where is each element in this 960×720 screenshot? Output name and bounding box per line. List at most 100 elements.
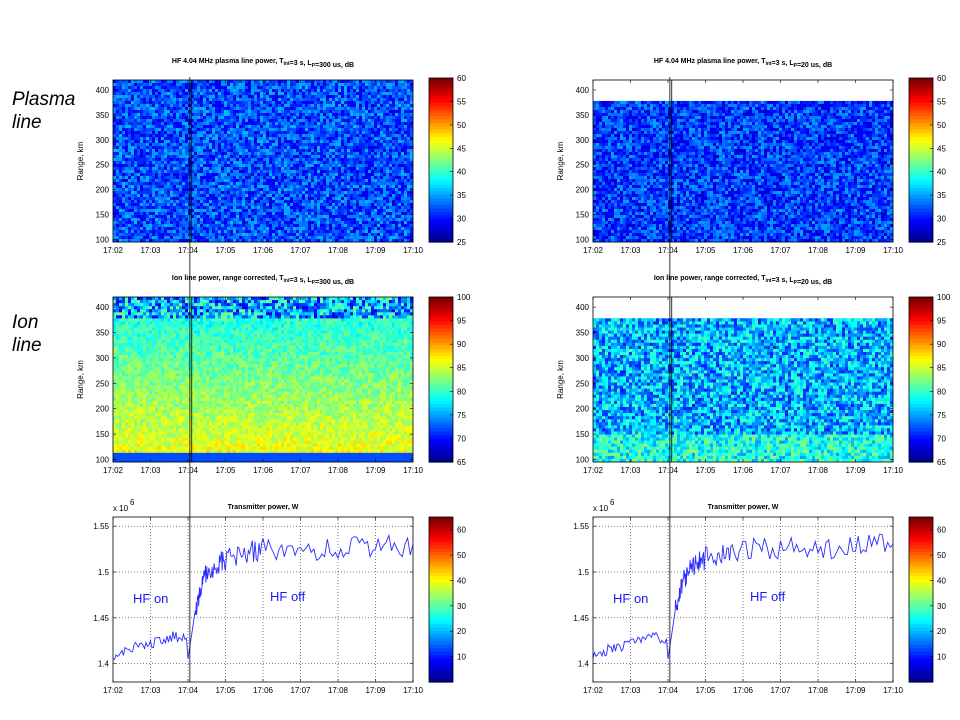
heatmap-cell: [251, 206, 255, 210]
heatmap-cell: [230, 113, 234, 117]
heatmap-cell: [230, 131, 234, 135]
heatmap-cell: [146, 122, 150, 126]
heatmap-cell: [137, 128, 141, 132]
heatmap-cell: [278, 128, 282, 132]
heatmap-cell: [368, 161, 372, 165]
heatmap-cell: [266, 98, 270, 102]
heatmap-cell: [164, 185, 168, 189]
heatmap-cell: [119, 230, 123, 234]
heatmap-cell: [209, 83, 213, 87]
heatmap-cell: [206, 155, 210, 159]
heatmap-cell: [197, 212, 201, 216]
heatmap-cell: [374, 230, 378, 234]
heatmap-cell: [272, 161, 276, 165]
heatmap-cell: [356, 101, 360, 105]
heatmap-cell: [116, 101, 120, 105]
heatmap-cell: [305, 212, 309, 216]
heatmap-cell: [341, 227, 345, 231]
heatmap-cell: [371, 140, 375, 144]
heatmap-cell: [335, 227, 339, 231]
heatmap-cell: [359, 155, 363, 159]
heatmap-cell: [293, 230, 297, 234]
heatmap-cell: [356, 185, 360, 189]
heatmap-cell: [287, 107, 291, 111]
heatmap-cell: [332, 170, 336, 174]
heatmap-cell: [371, 80, 375, 84]
heatmap-cell: [353, 170, 357, 174]
heatmap-cell: [251, 167, 255, 171]
heatmap-cell: [197, 152, 201, 156]
heatmap-cell: [311, 182, 315, 186]
heatmap-cell: [305, 236, 309, 240]
heatmap-cell: [257, 194, 261, 198]
heatmap-cell: [242, 104, 246, 108]
heatmap-cell: [128, 95, 132, 99]
heatmap-cell: [194, 110, 198, 114]
heatmap-cell: [356, 92, 360, 96]
heatmap-cell: [113, 83, 117, 87]
heatmap-cell: [221, 179, 225, 183]
heatmap-cell: [311, 128, 315, 132]
heatmap-cell: [170, 116, 174, 120]
heatmap-cell: [179, 212, 183, 216]
heatmap-cell: [137, 197, 141, 201]
heatmap-cell: [179, 83, 183, 87]
heatmap-cell: [251, 149, 255, 153]
heatmap-cell: [128, 179, 132, 183]
heatmap-cell: [206, 104, 210, 108]
heatmap-cell: [194, 203, 198, 207]
heatmap-cell: [218, 125, 222, 129]
heatmap-cell: [296, 125, 300, 129]
heatmap-cell: [266, 194, 270, 198]
heatmap-cell: [149, 185, 153, 189]
heatmap-cell: [179, 89, 183, 93]
heatmap-cell: [320, 203, 324, 207]
heatmap-cell: [206, 227, 210, 231]
heatmap-cell: [137, 203, 141, 207]
heatmap-cell: [170, 164, 174, 168]
heatmap-cell: [200, 116, 204, 120]
heatmap-cell: [278, 86, 282, 90]
heatmap-cell: [137, 116, 141, 120]
heatmap-cell: [119, 191, 123, 195]
heatmap-cell: [293, 176, 297, 180]
heatmap-cell: [293, 98, 297, 102]
heatmap-cell: [254, 140, 258, 144]
heatmap-cell: [245, 149, 249, 153]
heatmap-cell: [158, 152, 162, 156]
heatmap-cell: [278, 125, 282, 129]
heatmap-cell: [146, 227, 150, 231]
heatmap-cell: [323, 182, 327, 186]
heatmap-cell: [383, 152, 387, 156]
heatmap-cell: [176, 224, 180, 228]
heatmap-cell: [347, 125, 351, 129]
heatmap-cell: [131, 209, 135, 213]
heatmap-cell: [140, 110, 144, 114]
heatmap-cell: [212, 203, 216, 207]
heatmap-cell: [173, 95, 177, 99]
heatmap-cell: [275, 155, 279, 159]
heatmap-cell: [311, 206, 315, 210]
heatmap-cell: [149, 227, 153, 231]
heatmap-cell: [263, 170, 267, 174]
heatmap-cell: [146, 119, 150, 123]
heatmap-cell: [380, 134, 384, 138]
heatmap-cell: [242, 110, 246, 114]
heatmap-cell: [149, 131, 153, 135]
heatmap-cell: [233, 239, 237, 243]
heatmap-cell: [191, 125, 195, 129]
heatmap-cell: [242, 203, 246, 207]
heatmap-cell: [131, 194, 135, 198]
heatmap-cell: [380, 209, 384, 213]
heatmap-cell: [290, 164, 294, 168]
heatmap-cell: [356, 170, 360, 174]
heatmap-cell: [299, 188, 303, 192]
heatmap-cell: [386, 110, 390, 114]
heatmap-cell: [200, 170, 204, 174]
heatmap-cell: [254, 185, 258, 189]
heatmap-cell: [227, 158, 231, 162]
heatmap-cell: [119, 131, 123, 135]
heatmap-cell: [383, 110, 387, 114]
heatmap-cell: [218, 185, 222, 189]
heatmap-cell: [209, 170, 213, 174]
